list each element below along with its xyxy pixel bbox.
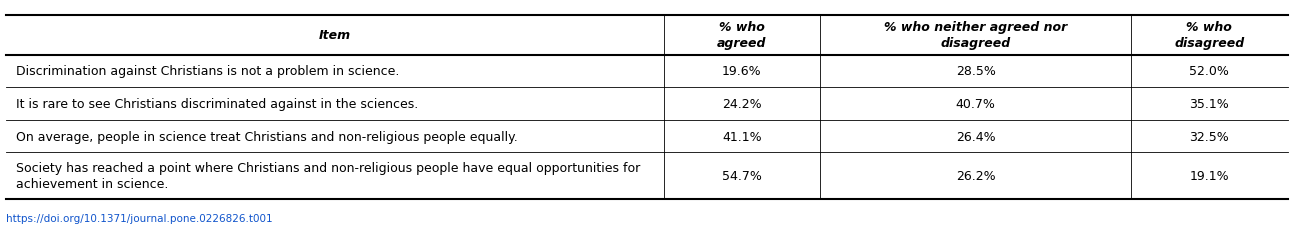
Text: % who
disagreed: % who disagreed bbox=[1174, 21, 1245, 50]
Text: It is rare to see Christians discriminated against in the sciences.: It is rare to see Christians discriminat… bbox=[16, 97, 418, 110]
Text: 52.0%: 52.0% bbox=[1189, 65, 1229, 78]
Text: 35.1%: 35.1% bbox=[1189, 97, 1229, 110]
Text: On average, people in science treat Christians and non-religious people equally.: On average, people in science treat Chri… bbox=[16, 130, 518, 143]
Text: 40.7%: 40.7% bbox=[956, 97, 995, 110]
Text: % who
agreed: % who agreed bbox=[717, 21, 766, 50]
Text: https://doi.org/10.1371/journal.pone.0226826.t001: https://doi.org/10.1371/journal.pone.022… bbox=[6, 213, 273, 223]
Text: 24.2%: 24.2% bbox=[722, 97, 762, 110]
Text: 19.1%: 19.1% bbox=[1189, 169, 1229, 182]
Text: 19.6%: 19.6% bbox=[722, 65, 762, 78]
Text: 26.4%: 26.4% bbox=[956, 130, 995, 143]
Text: 32.5%: 32.5% bbox=[1189, 130, 1229, 143]
Text: 26.2%: 26.2% bbox=[956, 169, 995, 182]
Text: 28.5%: 28.5% bbox=[956, 65, 995, 78]
Text: Discrimination against Christians is not a problem in science.: Discrimination against Christians is not… bbox=[16, 65, 399, 78]
Text: Society has reached a point where Christians and non-religious people have equal: Society has reached a point where Christ… bbox=[16, 161, 639, 190]
Text: 54.7%: 54.7% bbox=[722, 169, 762, 182]
Text: 41.1%: 41.1% bbox=[722, 130, 762, 143]
Text: Item: Item bbox=[320, 29, 351, 42]
Text: % who neither agreed nor
disagreed: % who neither agreed nor disagreed bbox=[884, 21, 1068, 50]
